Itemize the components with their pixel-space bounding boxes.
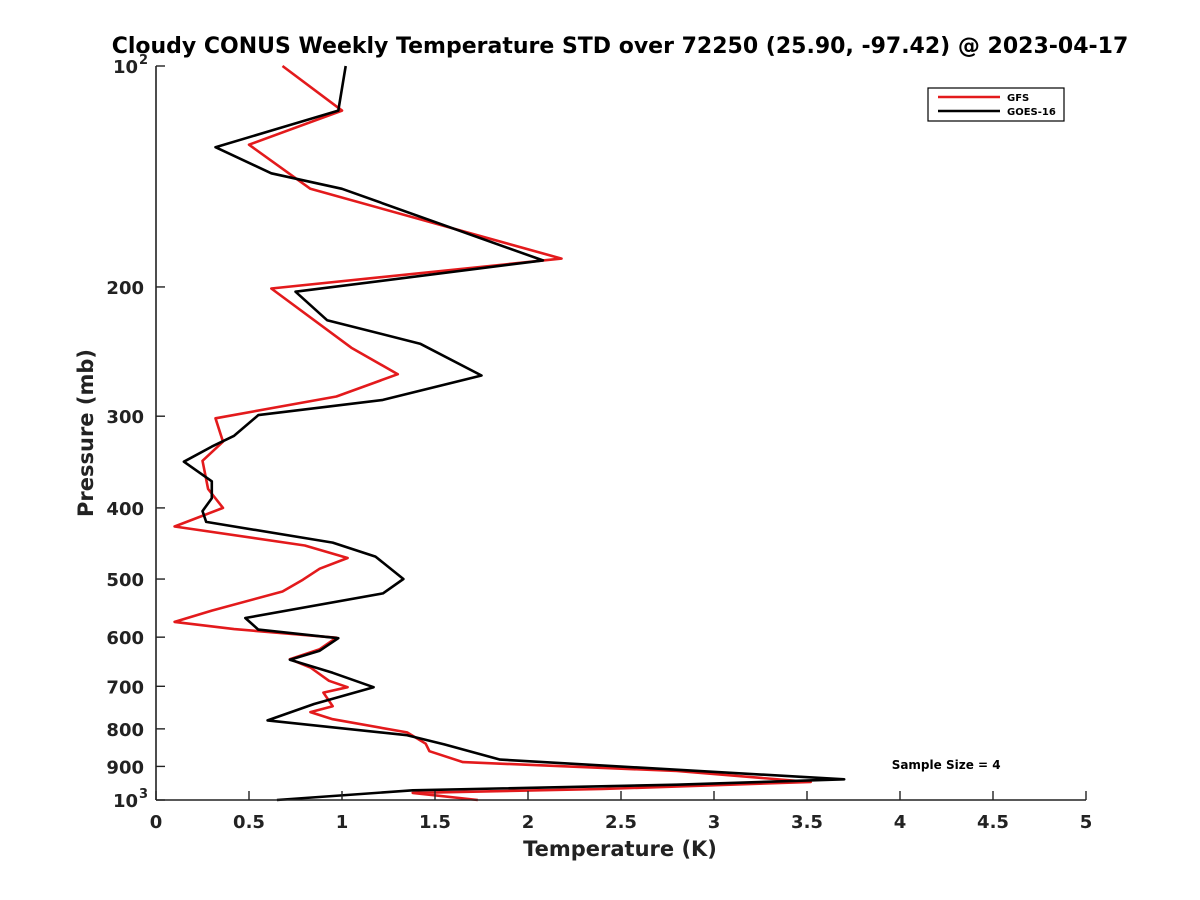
series-line-goes16 <box>182 65 846 802</box>
sample-size-annotation: Sample Size = 4 <box>892 758 1001 772</box>
x-axis-label: Temperature (K) <box>523 837 717 861</box>
x-tick-label: 2.5 <box>605 812 637 833</box>
x-tick-label: 0.5 <box>233 812 265 833</box>
x-tick-label: 4.5 <box>977 812 1009 833</box>
y-tick-label: 300 <box>106 407 144 428</box>
x-tick-label: 1 <box>336 812 349 833</box>
y-tick-exponent: 3 <box>139 787 148 802</box>
y-tick-label: 400 <box>106 499 144 520</box>
x-axis-ticks: 0 0.5 1 1.5 2 2.5 3 3.5 4 4.5 5 <box>150 791 1093 833</box>
y-tick-label: 10 <box>113 791 138 812</box>
y-tick-label: 800 <box>106 720 144 741</box>
y-tick-label: 600 <box>106 628 144 649</box>
x-tick-label: 3 <box>708 812 721 833</box>
y-axis-label: Pressure (mb) <box>74 349 98 517</box>
plot-area <box>173 64 846 802</box>
y-tick-label: 10 <box>113 57 138 78</box>
x-tick-label: 2 <box>522 812 535 833</box>
legend-label-goes16: GOES-16 <box>1007 107 1056 118</box>
y-tick-label: 700 <box>106 677 144 698</box>
legend-box <box>927 87 1065 122</box>
chart-title: Cloudy CONUS Weekly Temperature STD over… <box>112 34 1129 59</box>
x-tick-label: 5 <box>1080 812 1093 833</box>
series-line-gfs <box>173 64 813 802</box>
x-tick-label: 1.5 <box>419 812 451 833</box>
x-tick-label: 0 <box>150 812 163 833</box>
y-tick-label: 900 <box>106 757 144 778</box>
legend: GFS GOES-16 <box>927 87 1065 122</box>
y-tick-label: 500 <box>106 570 144 591</box>
y-tick-exponent: 2 <box>139 53 148 68</box>
y-tick-label: 200 <box>106 278 144 299</box>
x-tick-label: 4 <box>894 812 907 833</box>
x-tick-label: 3.5 <box>791 812 823 833</box>
legend-label-gfs: GFS <box>1007 93 1029 104</box>
